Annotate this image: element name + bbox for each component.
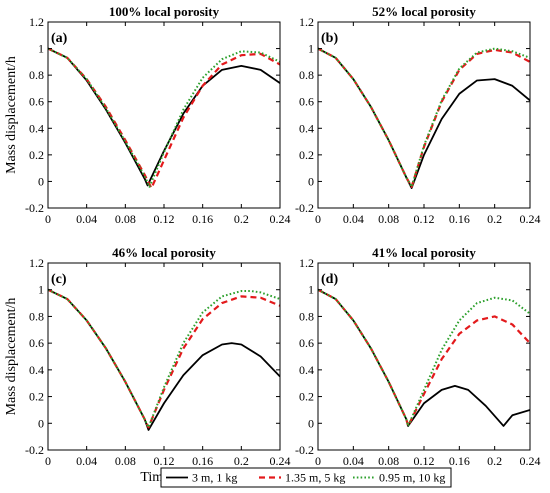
y-tick-label: -0.2 bbox=[295, 201, 314, 215]
y-tick-label: 0.8 bbox=[299, 309, 314, 323]
y-tick-label: -0.2 bbox=[25, 201, 44, 215]
y-tick-label: -0.2 bbox=[295, 443, 314, 457]
y-tick-label: 0.4 bbox=[299, 121, 314, 135]
panel-tag: (a) bbox=[51, 31, 68, 46]
y-tick-label: 0 bbox=[308, 416, 314, 430]
y-tick-label: 1 bbox=[38, 42, 44, 56]
series-line-1 bbox=[318, 288, 530, 427]
x-tick-label: 0.2 bbox=[234, 212, 249, 226]
panel-tag: (c) bbox=[51, 272, 67, 287]
y-axis-label: Mass displacement/h bbox=[4, 56, 19, 174]
y-tick-label: 0.8 bbox=[29, 68, 44, 82]
x-tick-label: 0.16 bbox=[192, 454, 213, 468]
y-axis-label: Mass displacement/h bbox=[4, 298, 19, 416]
y-tick-label: 0.4 bbox=[299, 363, 314, 377]
x-tick-label: 0.08 bbox=[115, 212, 136, 226]
y-tick-label: 1 bbox=[308, 283, 314, 297]
panel-title: 46% local porosity bbox=[112, 245, 216, 260]
x-tick-label: 0 bbox=[315, 212, 321, 226]
panel-tag: (d) bbox=[321, 272, 338, 287]
x-tick-label: 0.08 bbox=[115, 454, 136, 468]
chart-panel-1: 0 0.04 0.08 0.12 0.16 0.2 0.24-0.200.20.40.60.… bbox=[4, 4, 291, 226]
y-tick-label: 0 bbox=[38, 174, 44, 188]
series-line-3 bbox=[48, 47, 280, 188]
x-tick-label: 0.12 bbox=[414, 454, 435, 468]
x-tick-label: 0.12 bbox=[154, 454, 175, 468]
y-tick-label: 0.6 bbox=[29, 95, 44, 109]
series-line-3 bbox=[318, 47, 530, 188]
x-tick-label: 0.2 bbox=[234, 454, 249, 468]
y-tick-label: 0.6 bbox=[299, 95, 314, 109]
y-tick-label: 0 bbox=[308, 174, 314, 188]
chart-panel-4: 0 0.04 0.08 0.12 0.16 0.2 0.24-0.200.20.40.60.… bbox=[295, 245, 541, 485]
y-tick-label: 0.4 bbox=[29, 363, 44, 377]
series-line-3 bbox=[48, 288, 280, 429]
series-line-2 bbox=[318, 47, 530, 188]
y-tick-label: 0.2 bbox=[299, 390, 314, 404]
series-line-1 bbox=[48, 47, 280, 187]
y-tick-label: 1 bbox=[38, 283, 44, 297]
panel-title: 100% local porosity bbox=[109, 4, 220, 19]
legend-label: 1.35 m, 5 kg bbox=[285, 471, 345, 485]
x-tick-label: 0.12 bbox=[414, 212, 435, 226]
x-tick-label: 0.24 bbox=[520, 212, 541, 226]
x-tick-label: 0.16 bbox=[192, 212, 213, 226]
y-tick-label: -0.2 bbox=[25, 443, 44, 457]
y-tick-label: 1.2 bbox=[299, 15, 314, 29]
y-tick-label: 0.2 bbox=[299, 148, 314, 162]
y-tick-label: 0.8 bbox=[29, 309, 44, 323]
series-line-2 bbox=[48, 47, 280, 190]
legend-box bbox=[160, 467, 452, 488]
x-tick-label: 0.16 bbox=[449, 454, 470, 468]
x-tick-label: 0.12 bbox=[154, 212, 175, 226]
legend: 3 m, 1 kg 1.35 m, 5 kg 0.95 m, 10 kg bbox=[160, 467, 452, 488]
y-tick-label: 1.2 bbox=[29, 15, 44, 29]
x-tick-label: 0.04 bbox=[343, 454, 364, 468]
y-tick-label: 0.2 bbox=[29, 390, 44, 404]
panel-title: 52% local porosity bbox=[372, 4, 476, 19]
x-tick-label: 0.2 bbox=[487, 454, 502, 468]
panel-title: 41% local porosity bbox=[372, 245, 476, 260]
x-tick-label: 0 bbox=[315, 454, 321, 468]
panel-tag: (b) bbox=[321, 31, 338, 46]
chart-panel-3: 0 0.04 0.08 0.12 0.16 0.2 0.24-0.200.20.40.60.… bbox=[4, 245, 291, 485]
x-tick-label: 0.04 bbox=[76, 454, 97, 468]
x-tick-label: 0.24 bbox=[520, 454, 541, 468]
x-tick-label: 0.24 bbox=[270, 212, 291, 226]
y-tick-label: 0.2 bbox=[29, 148, 44, 162]
series-line-2 bbox=[318, 288, 530, 428]
y-tick-label: 0 bbox=[38, 416, 44, 430]
series-line-2 bbox=[48, 288, 280, 429]
series-line-1 bbox=[318, 47, 530, 189]
y-tick-label: 0.4 bbox=[29, 121, 44, 135]
y-tick-label: 1 bbox=[308, 42, 314, 56]
x-tick-label: 0 bbox=[45, 212, 51, 226]
x-tick-label: 0.08 bbox=[378, 454, 399, 468]
x-tick-label: 0.16 bbox=[449, 212, 470, 226]
y-tick-label: 1.2 bbox=[299, 256, 314, 270]
legend-label: 3 m, 1 kg bbox=[192, 471, 237, 485]
x-tick-label: 0 bbox=[45, 454, 51, 468]
x-tick-label: 0.08 bbox=[378, 212, 399, 226]
x-tick-label: 0.24 bbox=[270, 454, 291, 468]
legend-label: 0.95 m, 10 kg bbox=[379, 471, 445, 485]
plot-frame bbox=[317, 262, 531, 451]
chart-panel-2: 0 0.04 0.08 0.12 0.16 0.2 0.24-0.200.20.40.60.… bbox=[295, 4, 541, 226]
y-tick-label: 1.2 bbox=[29, 256, 44, 270]
x-tick-label: 0.2 bbox=[487, 212, 502, 226]
x-tick-label: 0.04 bbox=[76, 212, 97, 226]
y-tick-label: 0.6 bbox=[29, 336, 44, 350]
series-line-3 bbox=[318, 288, 530, 427]
x-tick-label: 0.04 bbox=[343, 212, 364, 226]
y-tick-label: 0.8 bbox=[299, 68, 314, 82]
plot-frame bbox=[47, 21, 281, 209]
series-line-1 bbox=[48, 288, 280, 431]
y-tick-label: 0.6 bbox=[299, 336, 314, 350]
